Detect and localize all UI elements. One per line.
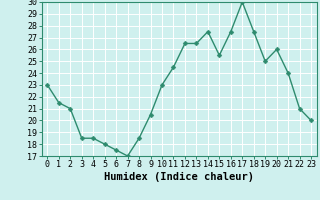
X-axis label: Humidex (Indice chaleur): Humidex (Indice chaleur) bbox=[104, 172, 254, 182]
